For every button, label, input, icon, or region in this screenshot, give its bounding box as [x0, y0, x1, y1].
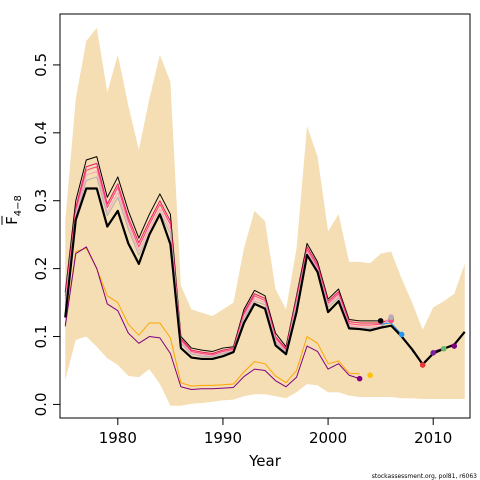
- series-line-0: [64, 156, 381, 352]
- y-tick-label: 0.2: [32, 257, 50, 281]
- confidence-band: [65, 27, 465, 406]
- y-tick-label: 0.1: [32, 325, 50, 349]
- retrospective-lines: [64, 156, 466, 390]
- y-axis-title-sub: 4−8: [13, 195, 24, 216]
- x-tick-label: 1980: [99, 429, 137, 447]
- line-end-markers: [356, 314, 458, 382]
- series-end-point-11: [356, 375, 363, 382]
- y-tick-label: 0.4: [32, 121, 50, 145]
- footnote: stockassessment.org, pol81, r6063: [372, 473, 477, 480]
- x-tick-label: 2000: [309, 429, 347, 447]
- series-line-11: [64, 246, 360, 390]
- series-end-point-8: [440, 345, 447, 352]
- series-end-point-6: [419, 362, 426, 368]
- series-end-point-9: [451, 343, 458, 349]
- y-axis: 0.0 0.1 0.2 0.3 0.4 0.5: [32, 53, 61, 416]
- series-end-point-5: [398, 331, 405, 338]
- series-line-1: [64, 162, 392, 354]
- series-line-4: [64, 176, 392, 358]
- extra-point-0: [367, 372, 373, 379]
- y-tick-label: 0.5: [32, 53, 50, 77]
- x-axis-title: Year: [248, 452, 282, 470]
- y-tick-label: 0.0: [32, 392, 50, 416]
- series-end-point-4: [388, 314, 394, 321]
- series-line-2: [64, 166, 392, 356]
- x-axis: 1980 1990 2000 2010: [99, 417, 452, 447]
- y-axis-title: F4−8: [1, 195, 24, 225]
- y-axis-title-main: F: [3, 216, 21, 225]
- x-tick-label: 2010: [414, 429, 452, 447]
- x-tick-label: 1990: [204, 429, 242, 447]
- series-line-10: [64, 247, 360, 387]
- y-axis-title-text: F4−8: [3, 195, 24, 225]
- confidence-band-area: [65, 27, 465, 406]
- series-line-3: [64, 171, 392, 357]
- series-end-point-0: [377, 318, 384, 324]
- series-end-point-7: [430, 350, 437, 356]
- series-line-12: [64, 187, 466, 366]
- y-tick-label: 0.3: [32, 189, 50, 213]
